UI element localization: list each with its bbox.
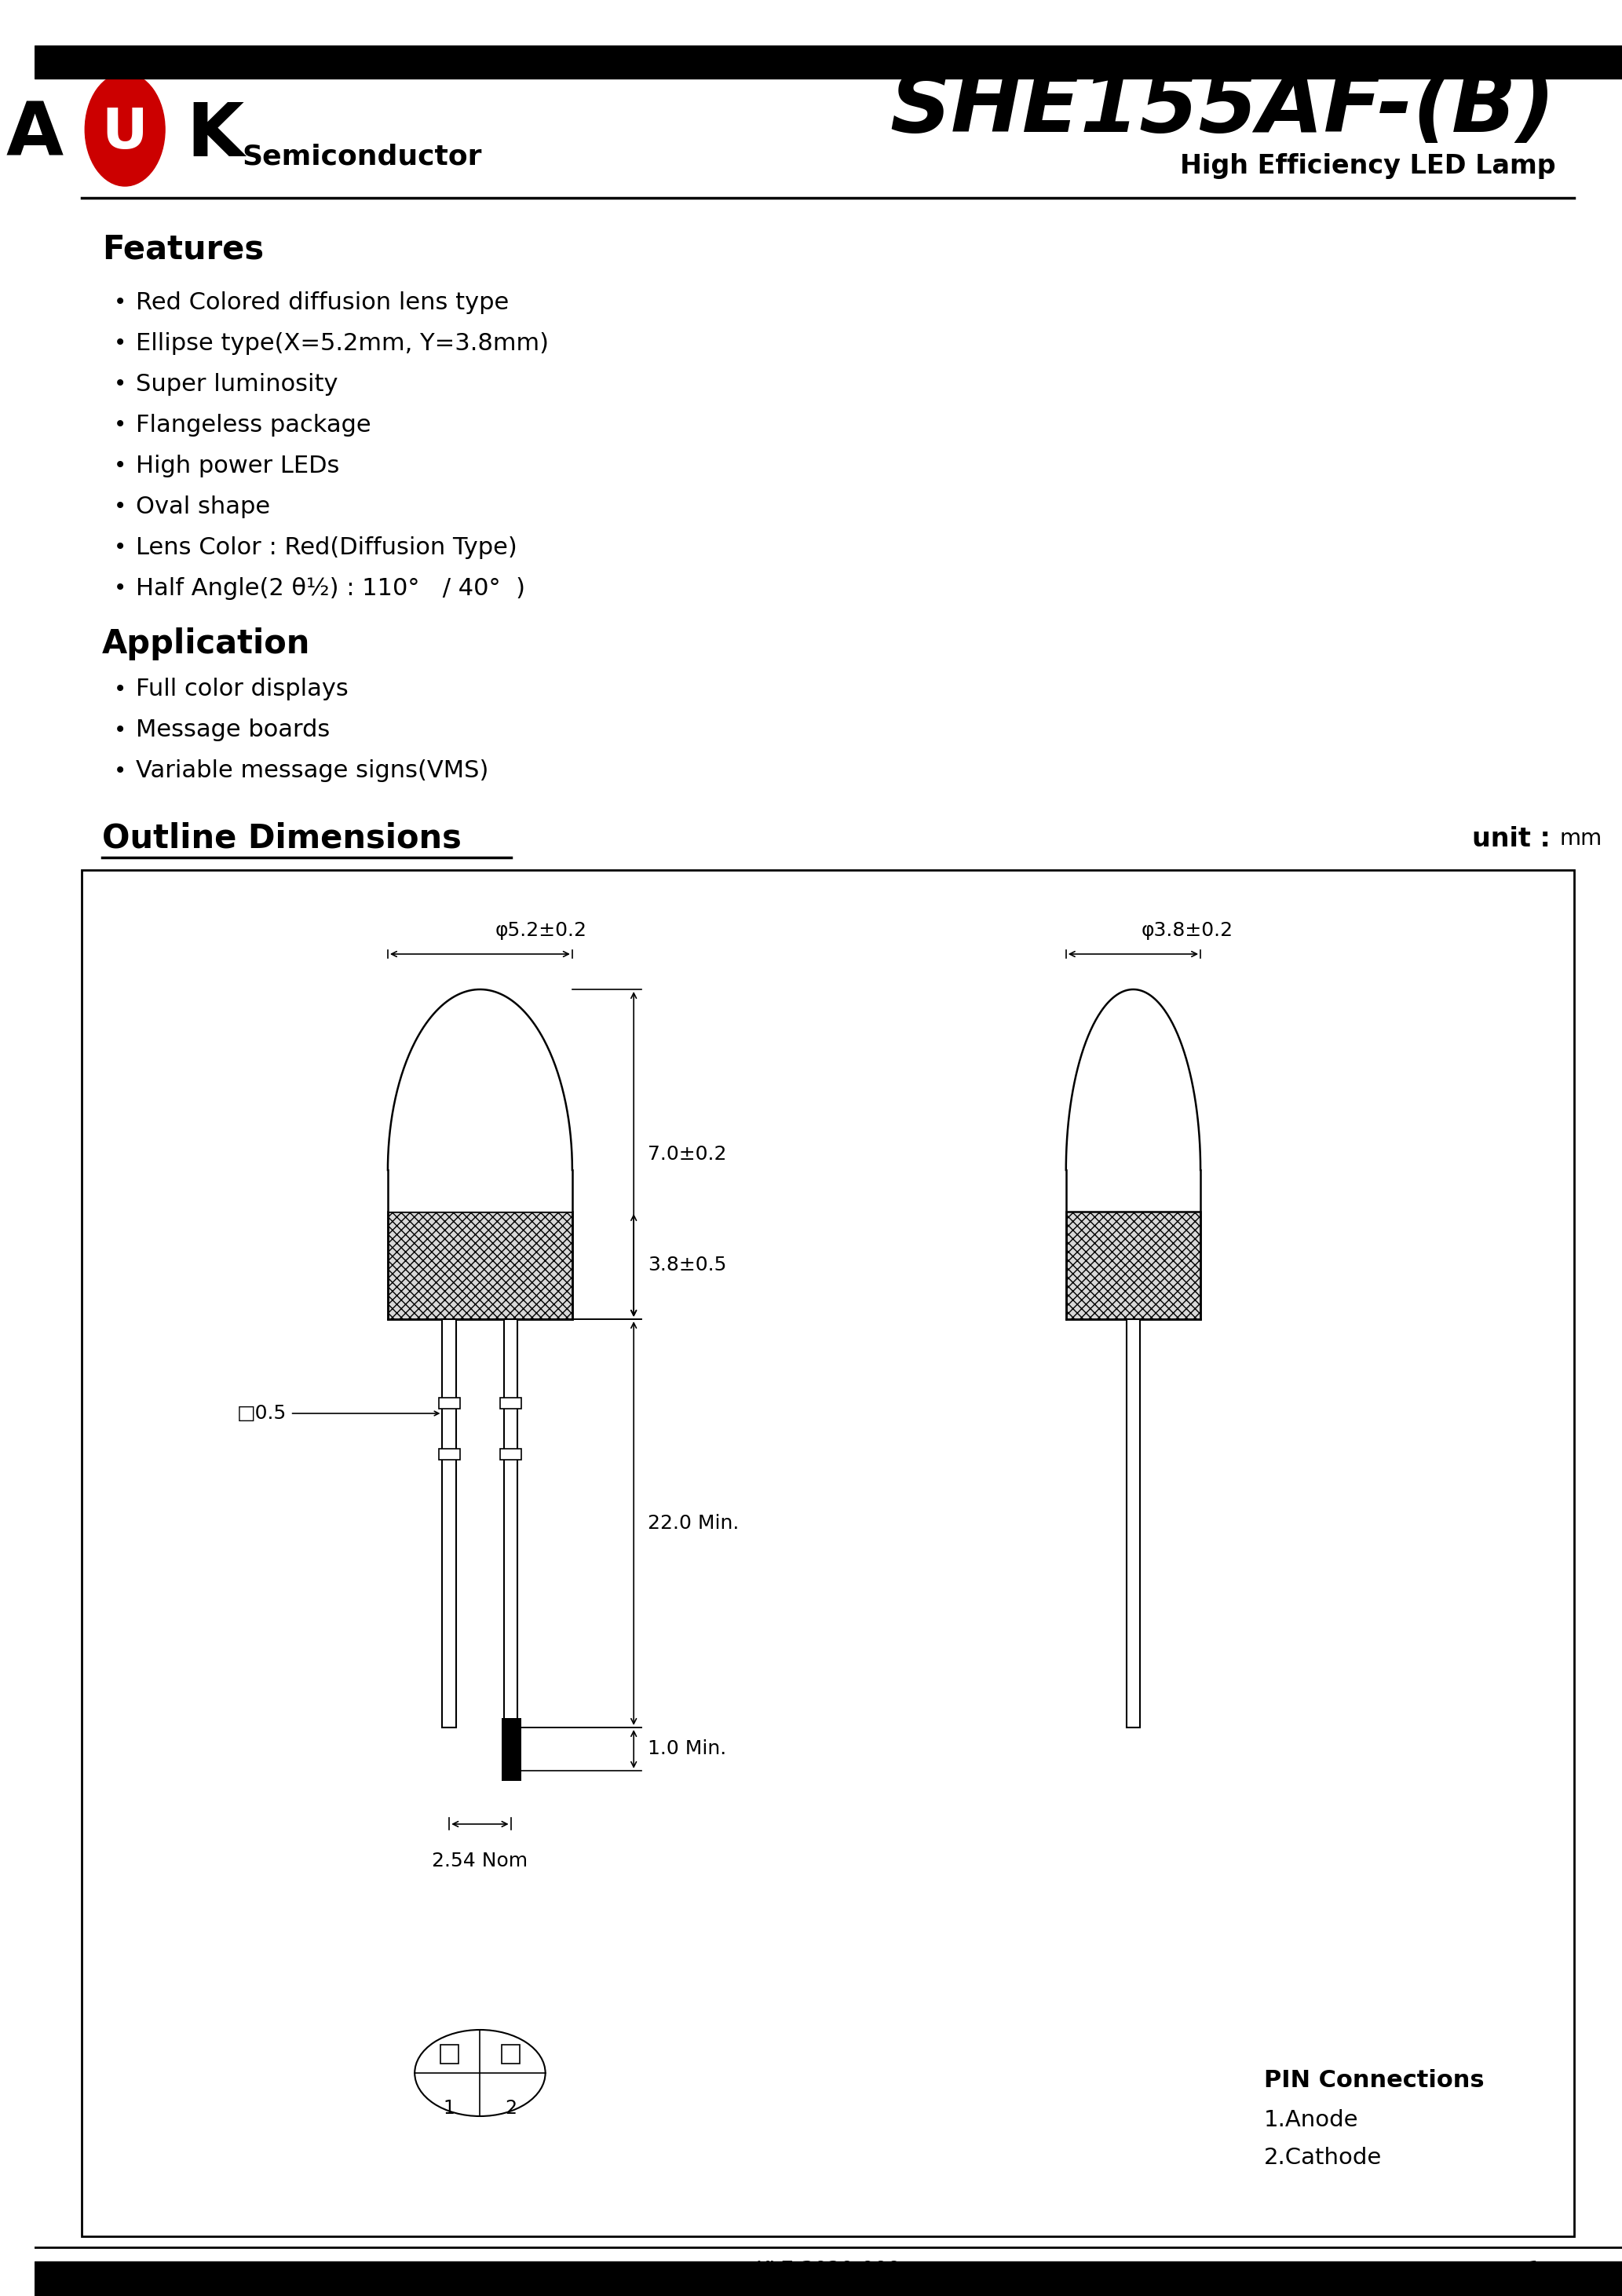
Text: 1: 1 [1528, 2262, 1541, 2282]
Text: Lens Color : Red(Diffusion Type): Lens Color : Red(Diffusion Type) [136, 535, 517, 558]
Text: •: • [114, 292, 127, 312]
Ellipse shape [84, 73, 165, 186]
Text: unit :: unit : [1473, 827, 1560, 852]
Text: •: • [114, 677, 127, 700]
Text: Super luminosity: Super luminosity [136, 372, 337, 395]
Text: Message boards: Message boards [136, 719, 329, 742]
Text: Full color displays: Full color displays [136, 677, 349, 700]
Text: High power LEDs: High power LEDs [136, 455, 339, 478]
Bar [500, 1449, 522, 1460]
Bar [438, 1398, 461, 1410]
Bar [388, 1171, 573, 1212]
Bar [443, 1320, 456, 1727]
Text: 2: 2 [504, 2099, 517, 2117]
Text: •: • [114, 455, 127, 478]
Polygon shape [388, 990, 573, 1171]
Bar [388, 1212, 573, 1320]
Text: 1: 1 [443, 2099, 456, 2117]
Text: Outline Dimensions: Outline Dimensions [102, 822, 461, 854]
Text: 7.0±0.2: 7.0±0.2 [647, 1146, 727, 1164]
Text: Oval shape: Oval shape [136, 496, 271, 519]
Text: •: • [114, 719, 127, 742]
Text: U: U [102, 106, 148, 161]
Text: 22.0 Min.: 22.0 Min. [647, 1513, 740, 1534]
Text: φ3.8±0.2: φ3.8±0.2 [1140, 921, 1233, 939]
Text: A: A [6, 99, 63, 172]
Text: 3.8±0.5: 3.8±0.5 [647, 1256, 727, 1274]
Text: •: • [114, 372, 127, 395]
Text: KLE-3020-000: KLE-3020-000 [756, 2262, 900, 2282]
Bar [1126, 1320, 1140, 1727]
Bar [501, 2046, 521, 2064]
Text: K: K [187, 99, 243, 172]
Bar [440, 2046, 459, 2064]
Text: 2.54 Nom: 2.54 Nom [431, 1851, 527, 1871]
Text: Features: Features [102, 234, 264, 266]
Bar [500, 1398, 522, 1410]
Polygon shape [1066, 990, 1200, 1171]
Text: Application: Application [102, 627, 310, 661]
Text: □0.5: □0.5 [237, 1403, 287, 1424]
Text: •: • [114, 333, 127, 354]
Bar [34, 46, 1622, 78]
Bar [34, 2262, 1622, 2296]
Bar [438, 1449, 461, 1460]
Text: PIN Connections: PIN Connections [1264, 2069, 1484, 2092]
Bar [83, 870, 1575, 2236]
Bar [504, 1320, 517, 1727]
Text: mm: mm [1560, 827, 1603, 850]
Text: 2.Cathode: 2.Cathode [1264, 2147, 1382, 2170]
Text: 1.0 Min.: 1.0 Min. [647, 1740, 727, 1759]
Text: Flangeless package: Flangeless package [136, 413, 371, 436]
Text: •: • [114, 537, 127, 558]
Text: φ5.2±0.2: φ5.2±0.2 [495, 921, 587, 939]
Bar [1066, 1212, 1200, 1320]
Text: Red Colored diffusion lens type: Red Colored diffusion lens type [136, 292, 509, 315]
Text: SHE155AF-(B): SHE155AF-(B) [890, 67, 1555, 149]
Text: •: • [114, 760, 127, 783]
Text: •: • [114, 413, 127, 436]
Text: Ellipse type(X=5.2mm, Y=3.8mm): Ellipse type(X=5.2mm, Y=3.8mm) [136, 331, 548, 354]
Text: Half Angle(2 θ½) : 110°   / 40°  ): Half Angle(2 θ½) : 110° / 40° ) [136, 576, 526, 599]
Text: •: • [114, 576, 127, 599]
Text: Semiconductor: Semiconductor [242, 145, 482, 170]
Text: 1.Anode: 1.Anode [1264, 2110, 1359, 2131]
Text: Variable message signs(VMS): Variable message signs(VMS) [136, 760, 488, 783]
Text: •: • [114, 496, 127, 517]
Text: High Efficiency LED Lamp: High Efficiency LED Lamp [1181, 154, 1555, 179]
